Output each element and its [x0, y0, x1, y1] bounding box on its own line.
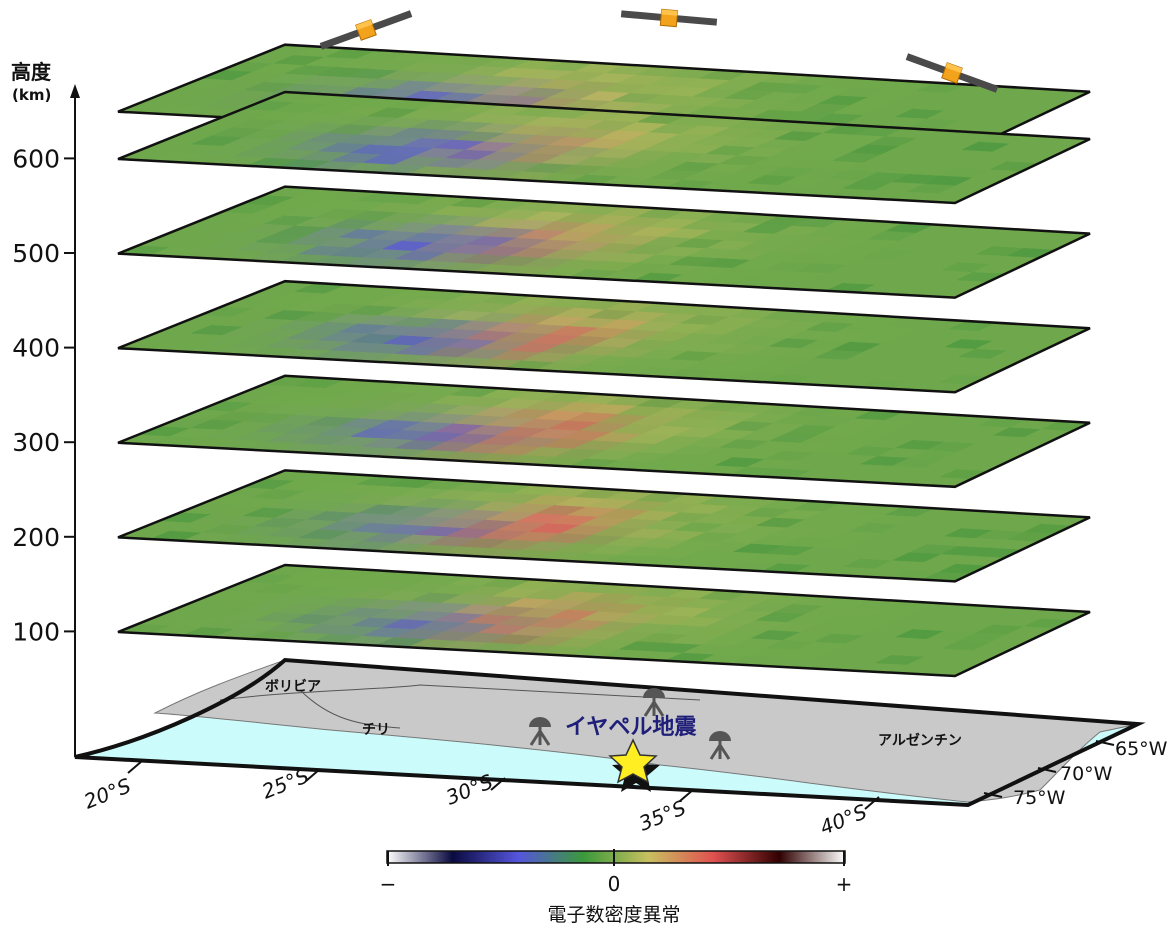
gnss-stations [529, 688, 731, 760]
altitude-axis: 高度 (km) 100 200 300 400 500 600 [11, 60, 80, 757]
latitude-ticks [127, 760, 880, 810]
ionosphere-layers [117, 43, 1091, 678]
ionosphere-layer-frame [117, 469, 1091, 583]
ionosphere-layer-frame [117, 279, 1091, 394]
longitude-tick-mark [1037, 767, 1057, 773]
colorbar-strip [386, 850, 846, 864]
altitude-tick-label: 400 [12, 334, 60, 363]
gnss-station-icon [709, 731, 731, 760]
latitude-tick-mark [490, 777, 506, 791]
longitude-label: 65°W [1115, 738, 1168, 760]
country-label-chile: チリ [362, 722, 390, 738]
altitude-axis-arrow [70, 84, 80, 98]
colorbar-title: 電子数密度異常 [547, 904, 680, 926]
ionosphere-layer [117, 185, 1091, 299]
altitude-axis-unit: (km) [12, 86, 51, 104]
ionosphere-layer [117, 469, 1091, 583]
ionosphere-layer [117, 279, 1091, 394]
colorbar-min-label: − [380, 872, 397, 896]
altitude-axis-title: 高度 [11, 60, 52, 84]
latitude-tick-mark [864, 796, 880, 810]
colorbar: − 0 + 電子数密度異常 [380, 849, 853, 926]
latitude-tick-mark [305, 768, 321, 782]
longitude-labels: 65°W70°W75°W [1013, 738, 1168, 809]
ionosphere-layer-frame [117, 374, 1091, 489]
latitude-label: 20°S [81, 773, 135, 813]
longitude-label: 75°W [1013, 787, 1066, 809]
country-label-bolivia: ボリビア [265, 679, 321, 695]
satellite-icon [620, 8, 718, 28]
altitude-tick-label: 300 [12, 428, 60, 457]
colorbar-max-label: + [836, 872, 853, 896]
altitude-tick-label: 200 [12, 523, 60, 552]
longitude-tick-mark [983, 792, 1003, 798]
satellite-icon [319, 10, 413, 50]
ionosphere-layer-frame [117, 185, 1091, 299]
altitude-tick-label: 100 [12, 617, 60, 646]
earthquake-label: イヤペル地震 [565, 715, 697, 740]
longitude-tick-mark [1095, 740, 1115, 746]
ionosphere-layer [117, 563, 1091, 678]
latitude-label: 35°S [636, 795, 690, 835]
gnss-station-icon [643, 688, 665, 717]
border-line [299, 689, 401, 729]
border-line [219, 684, 701, 701]
gnss-station-icon [529, 717, 551, 746]
altitude-tick-label: 500 [12, 239, 60, 268]
latitude-tick-mark [127, 760, 143, 774]
altitude-ticks: 100 200 300 400 500 600 [12, 144, 76, 646]
ionosphere-layer-frame [117, 563, 1091, 678]
longitude-label: 70°W [1060, 763, 1113, 785]
satellites [319, 8, 999, 93]
latitude-tick-mark [679, 788, 695, 802]
epicenter-star-icon [608, 738, 658, 784]
altitude-tick-label: 600 [12, 144, 60, 173]
ground-map: 20°S 25°S 30°S35°S 40°S 65°W70°W75°W ボリビア チ… [74, 657, 1168, 840]
colorbar-zero-label: 0 [608, 872, 621, 896]
longitude-ticks [983, 740, 1115, 798]
satellite-icon [905, 53, 999, 93]
country-label-argentina: アルゼンチン [878, 732, 962, 749]
ionosphere-layer [117, 90, 1091, 205]
ionosphere-layer [117, 374, 1091, 489]
latitude-label: 40°S [817, 799, 871, 839]
map-frame [74, 657, 1146, 808]
ionosphere-layer-frame [117, 90, 1091, 205]
